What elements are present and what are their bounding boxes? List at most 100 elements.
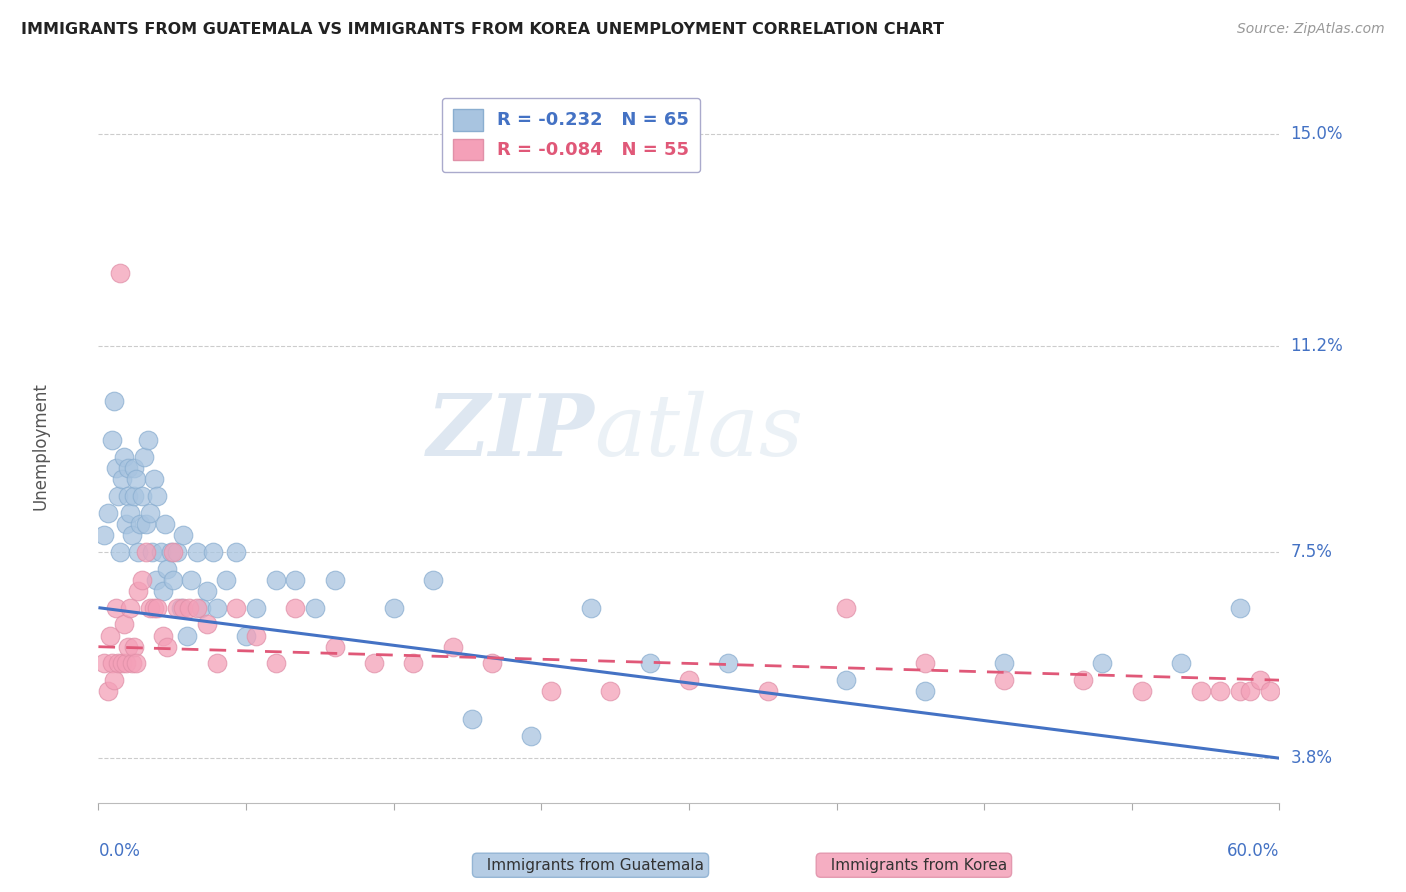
Point	[678, 673, 700, 687]
Point	[1209, 684, 1232, 698]
Point	[914, 657, 936, 671]
Point	[201, 545, 224, 559]
Point	[245, 628, 267, 642]
Point	[98, 628, 121, 642]
Text: 15.0%: 15.0%	[1291, 125, 1343, 143]
Point	[101, 434, 124, 448]
Point	[835, 673, 858, 687]
Point	[186, 545, 208, 559]
Point	[180, 573, 202, 587]
Text: 0.0%: 0.0%	[98, 842, 141, 860]
Point	[914, 684, 936, 698]
Point	[245, 600, 267, 615]
Point	[135, 545, 157, 559]
Point	[122, 489, 145, 503]
Point	[162, 545, 184, 559]
Point	[118, 506, 141, 520]
Point	[121, 657, 143, 671]
Point	[1071, 673, 1094, 687]
Point	[382, 600, 405, 615]
Text: Immigrants from Guatemala: Immigrants from Guatemala	[477, 858, 704, 872]
Point	[152, 583, 174, 598]
Point	[284, 573, 307, 587]
Point	[235, 628, 257, 642]
Point	[122, 461, 145, 475]
Point	[323, 573, 346, 587]
Point	[136, 434, 159, 448]
Point	[121, 528, 143, 542]
Point	[138, 600, 160, 615]
Point	[97, 684, 120, 698]
Point	[115, 516, 138, 531]
Point	[170, 600, 193, 615]
Point	[160, 545, 183, 559]
Point	[111, 657, 134, 671]
Point	[176, 628, 198, 642]
Point	[304, 600, 326, 615]
Point	[125, 472, 148, 486]
Point	[225, 600, 247, 615]
Point	[93, 657, 115, 671]
Point	[125, 657, 148, 671]
Point	[108, 266, 131, 280]
Text: 11.2%: 11.2%	[1291, 336, 1343, 355]
Point	[190, 600, 212, 615]
Point	[1249, 673, 1271, 687]
Text: ZIP: ZIP	[426, 390, 595, 474]
Point	[132, 450, 155, 464]
Point	[481, 657, 503, 671]
Point	[131, 573, 153, 587]
Point	[105, 600, 128, 615]
Text: 3.8%: 3.8%	[1291, 749, 1333, 767]
Point	[166, 600, 188, 615]
Point	[172, 600, 194, 615]
Text: atlas: atlas	[595, 391, 804, 473]
Point	[156, 562, 179, 576]
Point	[112, 617, 135, 632]
Point	[993, 657, 1015, 671]
Point	[118, 600, 141, 615]
Point	[1091, 657, 1114, 671]
Point	[205, 600, 228, 615]
Point	[103, 673, 125, 687]
Point	[323, 640, 346, 654]
Point	[135, 516, 157, 531]
Text: 7.5%: 7.5%	[1291, 543, 1333, 561]
Point	[461, 712, 484, 726]
Point	[638, 657, 661, 671]
Point	[117, 489, 139, 503]
Point	[107, 657, 129, 671]
Point	[150, 545, 173, 559]
Point	[172, 528, 194, 542]
Point	[117, 640, 139, 654]
Point	[145, 573, 167, 587]
Point	[105, 461, 128, 475]
Text: IMMIGRANTS FROM GUATEMALA VS IMMIGRANTS FROM KOREA UNEMPLOYMENT CORRELATION CHAR: IMMIGRANTS FROM GUATEMALA VS IMMIGRANTS …	[21, 22, 943, 37]
Point	[93, 528, 115, 542]
Point	[402, 657, 425, 671]
Point	[186, 600, 208, 615]
Point	[111, 472, 134, 486]
Point	[1130, 684, 1153, 698]
Point	[156, 640, 179, 654]
Text: 60.0%: 60.0%	[1227, 842, 1279, 860]
Point	[107, 489, 129, 503]
Point	[363, 657, 385, 671]
Point	[835, 600, 858, 615]
Point	[152, 628, 174, 642]
Point	[540, 684, 562, 698]
Point	[225, 545, 247, 559]
Point	[599, 684, 621, 698]
Point	[146, 600, 169, 615]
Point	[1229, 600, 1251, 615]
Point	[264, 657, 287, 671]
Point	[142, 600, 165, 615]
Text: Unemployment: Unemployment	[31, 382, 49, 510]
Point	[146, 489, 169, 503]
Text: Immigrants from Korea: Immigrants from Korea	[821, 858, 1007, 872]
Point	[1229, 684, 1251, 698]
Point	[103, 394, 125, 409]
Point	[127, 545, 149, 559]
Point	[993, 673, 1015, 687]
Point	[756, 684, 779, 698]
